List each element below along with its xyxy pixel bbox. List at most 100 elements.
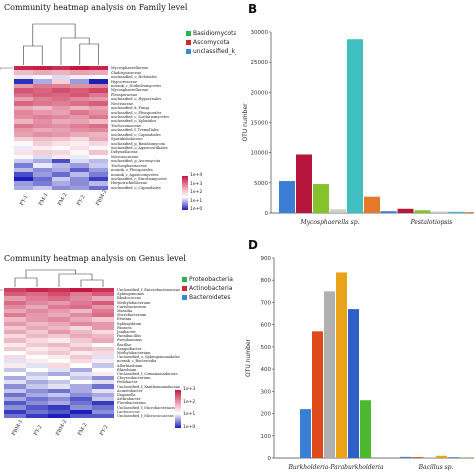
heatmap-cell [32, 176, 52, 182]
family-column-dendrogram [0, 23, 99, 70]
heatmap-cell [51, 79, 71, 85]
heatmap-column-label: FY-1 [19, 194, 30, 207]
heatmap-cell [4, 329, 27, 335]
heatmap-cell [89, 167, 109, 173]
heatmap-row-label: norank_c_Bacteroidia [117, 359, 157, 364]
heatmap-cell [4, 405, 27, 410]
heatmap-cell [14, 159, 34, 164]
heatmap-cell [51, 66, 71, 71]
y-axis-title: OTU number [242, 103, 249, 142]
bar [360, 400, 371, 458]
heatmap-cell [14, 88, 34, 93]
dendrogram-link [32, 23, 76, 46]
heatmap-cell [89, 92, 109, 98]
heatmap-cell [14, 172, 34, 178]
heatmap-row-label: unclassified_k_Fungi [111, 106, 149, 111]
heatmap-cell [32, 163, 52, 169]
heatmap-row-label: Pseudomonas [117, 338, 142, 343]
heatmap-cell [51, 88, 71, 93]
category-label: Burkholderia-Paraburkholderia [287, 464, 384, 471]
family-heatmap-title: Community heatmap analysis on Family lev… [4, 3, 188, 12]
heatmap-cell [51, 70, 71, 76]
legend-label: unclassified_k_Fungi [193, 48, 236, 55]
heatmap-cell [4, 342, 27, 348]
bar [300, 409, 311, 458]
heatmap-cell [70, 70, 90, 76]
heatmap-row-label: unclassified_o_Hypocreales [111, 97, 162, 102]
heatmap-cell [32, 88, 52, 93]
color-scale-label: 1e+0 [183, 425, 196, 430]
heatmap-row-label: Duganella [117, 392, 136, 397]
heatmap-cell [70, 83, 90, 89]
heatmap-cell [32, 119, 52, 124]
color-scale-label: 1e+1 [190, 198, 203, 204]
heatmap-cell [51, 92, 71, 98]
heatmap-cell [70, 308, 93, 314]
heatmap-cell [89, 185, 109, 191]
heatmap-cell [92, 409, 115, 415]
heatmap-cell [4, 380, 27, 385]
heatmap-row-label: Microbacterium [117, 313, 147, 318]
bar [412, 457, 423, 458]
bar [431, 211, 448, 213]
heatmap-cell [26, 409, 49, 415]
heatmap-cell [89, 145, 109, 151]
phylum-legend-item: Ascomycota [186, 39, 230, 46]
heatmap-cell [92, 350, 115, 356]
heatmap-row-label: Hypocreaceae [111, 79, 138, 84]
heatmap-cell [92, 367, 115, 373]
heatmap-cell [92, 397, 115, 402]
heatmap-cell [32, 74, 52, 80]
heatmap-cell [70, 338, 93, 343]
heatmap-cell [4, 388, 27, 394]
heatmap-cell [26, 363, 49, 369]
heatmap-cell [14, 185, 34, 191]
heatmap-cell [32, 141, 52, 147]
heatmap-cell [89, 79, 109, 85]
heatmap-cell [48, 388, 71, 394]
heatmap-cell [70, 380, 93, 385]
heatmap-cell [70, 317, 93, 322]
heatmap-cell [70, 141, 90, 147]
heatmap-cell [51, 132, 71, 138]
heatmap-cell [70, 363, 93, 369]
heatmap-row-label: Rhizobium [117, 367, 137, 372]
heatmap-cell [32, 92, 52, 98]
heatmap-cell [48, 392, 71, 398]
heatmap-cell [4, 317, 27, 322]
heatmap-row-label: norank_c_Dothideomycetes [111, 83, 161, 88]
heatmap-cell [32, 66, 52, 71]
heatmap-row-label: unclassified_o_Agaricostilbales [111, 145, 168, 150]
heatmap-cell [4, 338, 27, 343]
heatmap-row-label: Arthrobacter [117, 397, 141, 402]
heatmap-cell [92, 405, 115, 410]
heatmap-column-label: FBM-2 [55, 418, 69, 437]
color-scale-label: 1e+3 [183, 387, 196, 392]
heatmap-cell [4, 304, 27, 310]
heatmap-cell [92, 329, 115, 335]
heatmap-cell [70, 397, 93, 402]
heatmap-cell [70, 292, 93, 297]
heatmap-cell [32, 132, 52, 138]
heatmap-cell [70, 300, 93, 306]
heatmap-cell [14, 92, 34, 98]
heatmap-cell [89, 105, 109, 111]
y-axis-title: OTU number [245, 338, 252, 377]
heatmap-cell [32, 181, 52, 186]
family-otu-bar-panel: B 0 5000 10000 15000 20000 25000 30000 OTU numb… [237, 0, 474, 232]
heatmap-cell [26, 350, 49, 356]
heatmap-cell [70, 66, 90, 71]
heatmap-cell [51, 141, 71, 147]
heatmap-cell [4, 313, 27, 318]
heatmap-cell [92, 388, 115, 394]
heatmap-cell [32, 185, 52, 191]
heatmap-cell [89, 150, 109, 155]
dendrogram-link [23, 45, 43, 65]
bar [279, 181, 295, 213]
heatmap-row-label: Lactococcus [117, 409, 140, 414]
heatmap-cell [70, 176, 90, 182]
heatmap-cell [48, 296, 71, 301]
heatmap-cell [26, 313, 49, 318]
heatmap-cell [26, 359, 49, 364]
heatmap-cell [92, 359, 115, 364]
